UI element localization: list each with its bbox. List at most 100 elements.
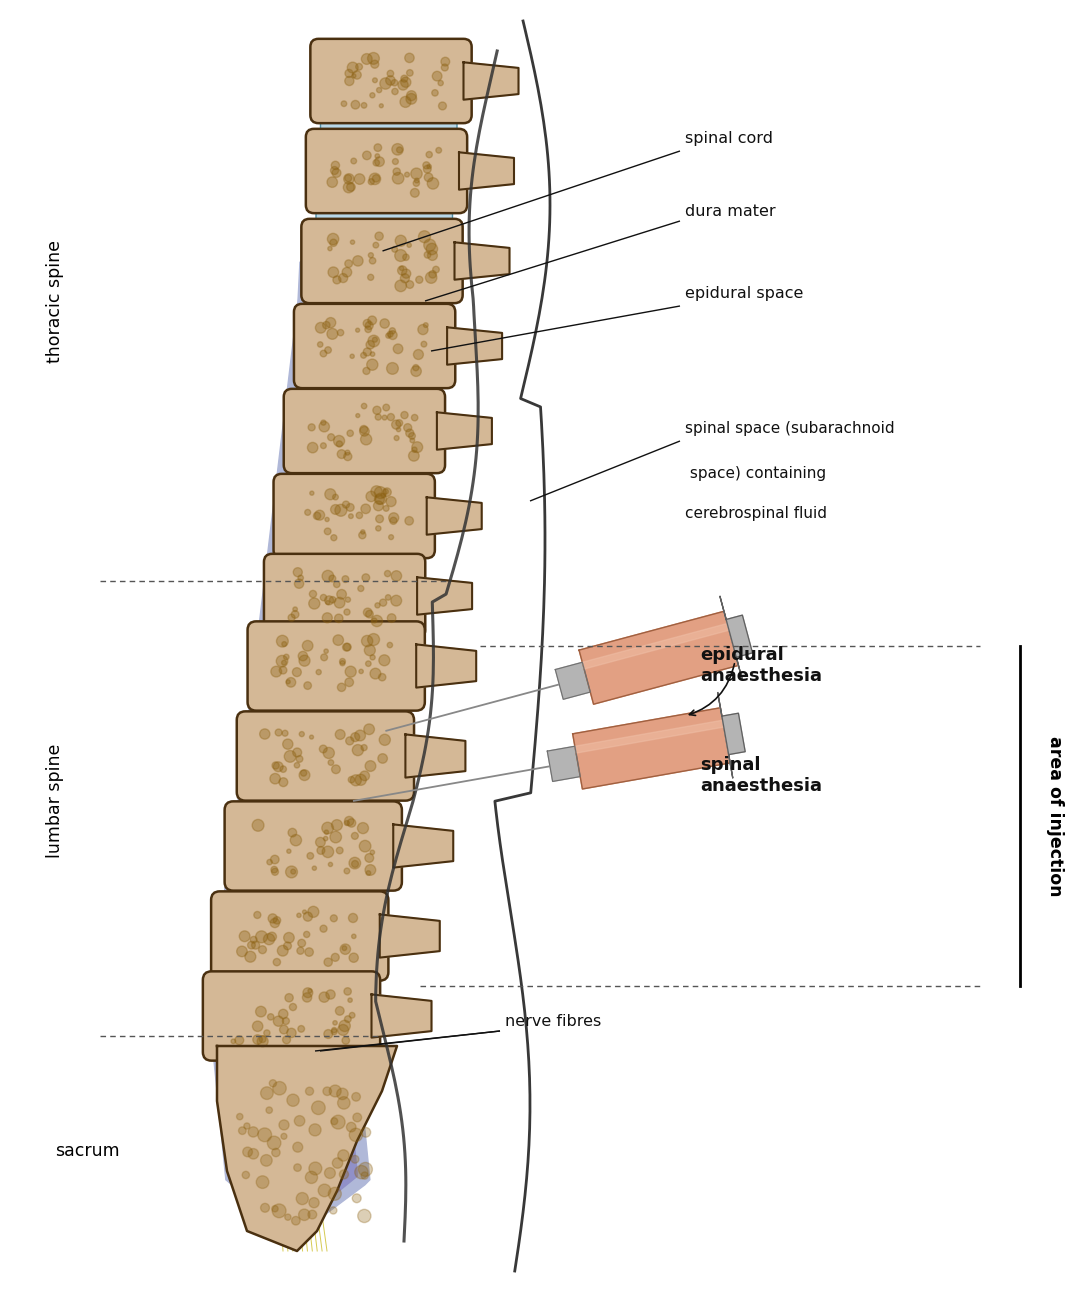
Circle shape (361, 1128, 370, 1137)
Circle shape (296, 1193, 308, 1205)
Circle shape (308, 442, 318, 453)
Circle shape (326, 990, 335, 999)
Circle shape (260, 1086, 273, 1099)
Circle shape (413, 364, 419, 371)
Circle shape (383, 506, 389, 511)
Circle shape (253, 1021, 262, 1032)
Circle shape (298, 575, 303, 580)
Circle shape (351, 732, 360, 742)
FancyBboxPatch shape (237, 712, 414, 800)
Circle shape (282, 1017, 289, 1024)
Circle shape (397, 265, 407, 275)
Circle shape (428, 178, 438, 189)
Circle shape (329, 575, 336, 582)
Circle shape (342, 1037, 350, 1045)
Circle shape (361, 353, 366, 358)
Circle shape (360, 840, 370, 852)
Circle shape (427, 243, 437, 255)
Circle shape (271, 666, 282, 677)
Circle shape (379, 598, 387, 606)
Circle shape (375, 602, 380, 608)
Circle shape (370, 654, 375, 660)
Circle shape (315, 323, 326, 333)
Polygon shape (372, 994, 432, 1038)
Circle shape (296, 756, 302, 762)
Circle shape (355, 64, 363, 70)
Circle shape (346, 597, 351, 602)
Circle shape (342, 643, 351, 650)
Text: lumbar spine: lumbar spine (46, 744, 64, 859)
Circle shape (287, 1028, 296, 1038)
Circle shape (360, 425, 368, 433)
Circle shape (319, 991, 329, 1002)
Circle shape (379, 654, 390, 666)
Circle shape (297, 913, 301, 917)
Polygon shape (220, 232, 431, 1222)
Circle shape (260, 1154, 272, 1166)
Circle shape (361, 503, 370, 514)
Circle shape (347, 503, 354, 511)
Circle shape (268, 1136, 281, 1150)
Circle shape (393, 168, 401, 176)
Circle shape (271, 868, 279, 876)
Circle shape (312, 866, 316, 870)
Circle shape (324, 528, 330, 535)
Circle shape (258, 946, 267, 954)
Circle shape (423, 239, 435, 251)
Circle shape (324, 1167, 336, 1179)
Circle shape (253, 1034, 262, 1045)
Polygon shape (582, 623, 729, 669)
Circle shape (438, 81, 443, 86)
Circle shape (293, 748, 301, 757)
Circle shape (404, 424, 411, 432)
Circle shape (273, 1081, 286, 1095)
FancyBboxPatch shape (281, 543, 418, 570)
Circle shape (330, 915, 337, 922)
Circle shape (372, 615, 382, 627)
Circle shape (308, 907, 319, 917)
Circle shape (260, 1203, 270, 1213)
Circle shape (348, 998, 352, 1002)
Circle shape (302, 987, 313, 998)
Circle shape (285, 1214, 291, 1220)
Polygon shape (393, 825, 454, 868)
Circle shape (387, 643, 393, 648)
Circle shape (289, 1003, 297, 1011)
Circle shape (421, 341, 427, 347)
Circle shape (346, 736, 354, 745)
FancyBboxPatch shape (301, 375, 437, 402)
Circle shape (373, 406, 381, 415)
Circle shape (305, 948, 313, 956)
Circle shape (333, 276, 341, 284)
Circle shape (321, 654, 327, 661)
Circle shape (328, 863, 333, 866)
Circle shape (321, 420, 326, 425)
Circle shape (410, 189, 419, 198)
Circle shape (324, 830, 328, 834)
Circle shape (293, 608, 297, 611)
Circle shape (348, 62, 359, 73)
Circle shape (346, 666, 356, 678)
Circle shape (327, 233, 339, 245)
Circle shape (365, 327, 372, 333)
Circle shape (308, 1210, 316, 1219)
Circle shape (324, 649, 328, 653)
Circle shape (234, 1036, 244, 1045)
Circle shape (309, 1198, 319, 1207)
Circle shape (410, 438, 415, 442)
Circle shape (414, 180, 419, 186)
Circle shape (368, 316, 377, 325)
Circle shape (427, 164, 431, 169)
Circle shape (291, 869, 296, 874)
Circle shape (326, 601, 329, 605)
Circle shape (362, 574, 369, 582)
Circle shape (298, 939, 306, 947)
Circle shape (365, 321, 374, 329)
Polygon shape (262, 291, 383, 1051)
Circle shape (299, 731, 305, 736)
Circle shape (361, 530, 365, 535)
Circle shape (276, 656, 287, 667)
Circle shape (355, 414, 360, 418)
Circle shape (316, 670, 321, 675)
FancyBboxPatch shape (256, 696, 406, 726)
